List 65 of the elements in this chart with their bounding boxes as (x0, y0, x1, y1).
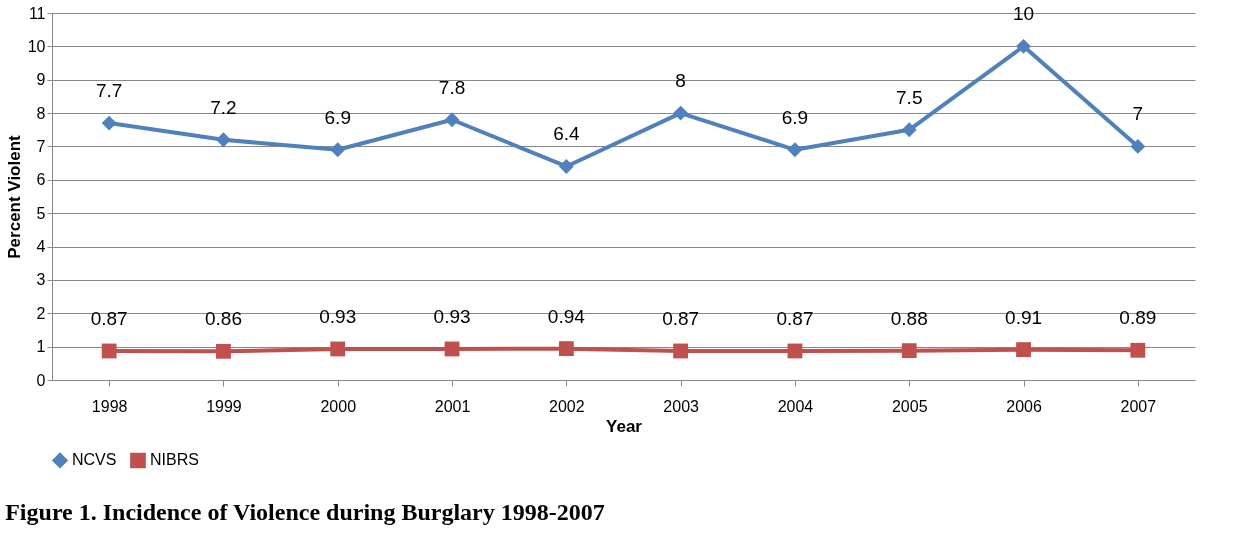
y-tick-label: 4 (36, 238, 46, 256)
point (1016, 342, 1031, 358)
point (558, 341, 574, 357)
data-label: 7.8 (438, 76, 466, 98)
x-tick-label: 2002 (549, 397, 585, 415)
data-label: 0.93 (319, 305, 357, 327)
y-tick-label: 11 (28, 4, 46, 22)
point (901, 343, 917, 359)
point (1016, 38, 1031, 54)
data-label: 6.4 (553, 123, 580, 145)
x-tick-label: 1998 (91, 397, 128, 415)
y-tick-label: 3 (36, 271, 46, 289)
point (901, 122, 917, 138)
legend-label: NIBRS (150, 451, 199, 469)
point (216, 343, 231, 359)
data-label: 0.86 (204, 308, 242, 330)
point (558, 159, 574, 174)
y-tick-label: 1 (36, 338, 46, 356)
data-label: 8 (675, 70, 686, 92)
data-label: 7.7 (95, 80, 123, 102)
data-label: 0.89 (1119, 307, 1157, 329)
x-axis-title: Year (606, 416, 643, 436)
x-tick-label: 2006 (1006, 397, 1042, 415)
x-tick-label: 2001 (434, 397, 471, 415)
x-tick-label: 2005 (891, 397, 928, 415)
point (330, 142, 346, 158)
y-tick-label: 2 (36, 304, 46, 322)
y-tick-label: 8 (36, 104, 46, 122)
point (444, 112, 460, 128)
point (673, 343, 689, 359)
data-label: 7.5 (896, 86, 923, 108)
y-tick-label: 10 (27, 37, 46, 55)
y-tick-label: 0 (36, 371, 46, 389)
data-label: 0.93 (433, 305, 471, 327)
point (101, 115, 117, 131)
point (216, 132, 231, 148)
data-label: 0.94 (547, 305, 586, 327)
y-tick-label: 9 (36, 71, 46, 89)
x-tick-label: 1999 (206, 397, 242, 415)
x-tick-label: 2000 (320, 397, 357, 415)
x-tick-label: 2007 (1120, 397, 1157, 415)
data-label: 6.9 (324, 106, 351, 128)
data-label: 0.87 (662, 307, 700, 329)
data-label: 7 (1132, 103, 1144, 125)
data-label: 0.91 (1005, 306, 1043, 328)
y-tick-label: 5 (36, 204, 46, 222)
point (330, 341, 346, 357)
data-label: 0.88 (890, 307, 928, 329)
point (787, 142, 803, 158)
x-tick-label: 2003 (663, 397, 700, 415)
y-axis-title: Percent Violent (4, 134, 24, 259)
text: Figure 1. Incidence of Violence during Burglary 1998-2007 (5, 499, 605, 525)
point (1130, 342, 1146, 358)
data-label: 7.2 (210, 96, 237, 118)
x-tick-label: 2004 (777, 397, 814, 415)
data-label: 10 (1012, 3, 1035, 25)
data-label: 0.87 (776, 307, 814, 329)
legend-label: NCVS (72, 451, 117, 469)
point (101, 343, 117, 359)
point (1130, 139, 1146, 154)
data-label: 6.9 (781, 106, 809, 128)
data-label: 0.87 (90, 307, 128, 329)
point (673, 105, 689, 121)
y-tick-label: 6 (36, 171, 46, 189)
y-tick-label: 7 (36, 137, 46, 155)
